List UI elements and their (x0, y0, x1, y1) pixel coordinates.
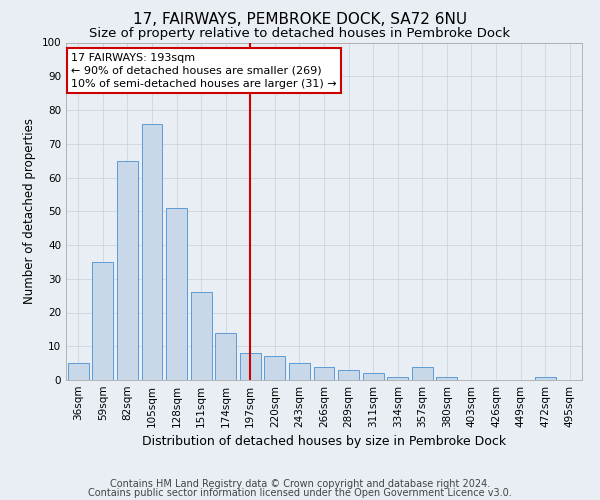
Bar (92, 262, 113, 380)
Bar (436, 376, 457, 380)
Bar (265, 356, 286, 380)
Y-axis label: Number of detached properties: Number of detached properties (23, 118, 36, 304)
Bar (387, 376, 408, 380)
Bar (166, 208, 187, 380)
Text: 17, FAIRWAYS, PEMBROKE DOCK, SA72 6NU: 17, FAIRWAYS, PEMBROKE DOCK, SA72 6NU (133, 12, 467, 28)
Bar (412, 366, 433, 380)
Bar (314, 366, 334, 380)
Text: Size of property relative to detached houses in Pembroke Dock: Size of property relative to detached ho… (89, 28, 511, 40)
Text: 17 FAIRWAYS: 193sqm
← 90% of detached houses are smaller (269)
10% of semi-detac: 17 FAIRWAYS: 193sqm ← 90% of detached ho… (71, 52, 337, 89)
Text: Contains public sector information licensed under the Open Government Licence v3: Contains public sector information licen… (88, 488, 512, 498)
Bar (240, 353, 261, 380)
Bar (117, 160, 138, 380)
Bar (215, 333, 236, 380)
Bar (338, 370, 359, 380)
Bar (68, 363, 89, 380)
Bar (535, 376, 556, 380)
Bar (289, 363, 310, 380)
Text: Contains HM Land Registry data © Crown copyright and database right 2024.: Contains HM Land Registry data © Crown c… (110, 479, 490, 489)
Bar (362, 373, 383, 380)
Bar (191, 292, 212, 380)
X-axis label: Distribution of detached houses by size in Pembroke Dock: Distribution of detached houses by size … (142, 436, 506, 448)
Bar (142, 124, 163, 380)
